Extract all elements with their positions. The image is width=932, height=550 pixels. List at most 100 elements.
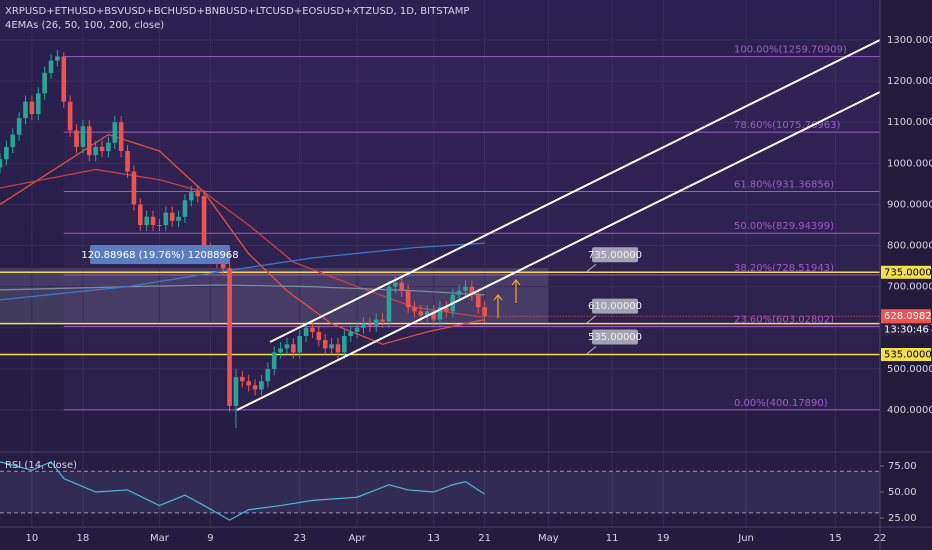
candle-body <box>259 381 264 390</box>
candle-body <box>189 192 194 201</box>
candle-body <box>61 56 67 102</box>
rsi-line <box>0 461 485 521</box>
countdown-label: 13:30:46 <box>884 325 929 336</box>
candle-body <box>150 216 156 225</box>
candle-body <box>35 93 41 115</box>
x-tick-label: 9 <box>207 533 213 544</box>
fib-label: 38.20%(728.51943) <box>734 263 834 274</box>
candle-body <box>361 323 366 328</box>
candle-body <box>67 101 73 131</box>
candle-body <box>367 323 373 326</box>
y-tick-label: 700.00000 <box>887 282 932 293</box>
y-tick-label: 400.00000 <box>887 405 932 416</box>
x-tick-label: 23 <box>293 533 306 544</box>
callout-label: 535.00000 <box>588 332 642 343</box>
candle-body <box>246 381 251 386</box>
x-tick-label: 11 <box>606 533 619 544</box>
ema-line <box>0 168 485 319</box>
candle-body <box>48 60 54 73</box>
candle-body <box>195 192 200 197</box>
candle-body <box>106 142 111 152</box>
fib-label: 78.60%(1075.76963) <box>734 120 840 131</box>
chart-title: XRPUSD+ETHUSD+BSVUSD+BCHUSD+BNBUSD+LTCUS… <box>5 6 469 17</box>
arrow <box>511 279 521 303</box>
callout-label: 735.00000 <box>588 250 642 261</box>
candle-body <box>469 286 475 295</box>
candle-body <box>291 344 296 353</box>
candle-body <box>201 196 207 250</box>
candle-body <box>431 311 436 320</box>
candle-body <box>386 286 392 322</box>
candle-body <box>456 290 462 295</box>
candle-body <box>380 319 385 322</box>
callout-box <box>592 247 638 263</box>
channel-lower <box>236 91 881 411</box>
arrow <box>493 294 503 318</box>
candle-body <box>227 268 232 406</box>
candle-body <box>80 126 86 147</box>
candle-body <box>0 159 3 168</box>
candle-body <box>475 294 481 308</box>
x-tick-label: 19 <box>657 533 670 544</box>
candle-body <box>157 225 162 226</box>
rsi-tick-label: 75.00 <box>888 461 917 472</box>
candle-body <box>424 311 430 316</box>
candle-body <box>29 101 35 115</box>
candle-body <box>10 134 16 147</box>
candle-body <box>271 352 277 369</box>
candle-body <box>23 101 28 119</box>
candle-body <box>137 204 143 225</box>
plot: 100.00%(1259.70909) 78.60%(1075.76963) 61.… <box>0 0 881 527</box>
measure-label: 120.88968 (19.76%) 12088968 <box>81 250 238 261</box>
candle-body <box>144 216 149 225</box>
candle-body <box>348 331 354 336</box>
price-tag <box>881 309 931 324</box>
ema-line <box>0 133 485 345</box>
ema-line <box>0 284 485 296</box>
y-tick-label: 1200.00000 <box>887 76 932 87</box>
candle-body <box>303 327 309 336</box>
x-tick-label: May <box>538 533 559 544</box>
candle-body <box>220 261 226 269</box>
callout-pointer <box>585 315 597 325</box>
countdown-tag <box>881 323 931 337</box>
candle-body <box>316 331 322 341</box>
candle-body <box>482 307 487 317</box>
fib-label: 61.80%(931.36856) <box>734 180 834 191</box>
candle-body <box>412 307 417 312</box>
x-tick-label: Jun <box>737 533 754 544</box>
y-tick-label: 900.00000 <box>887 199 932 210</box>
candle-body <box>322 340 328 349</box>
range-shade <box>0 268 548 324</box>
candle-body <box>252 385 258 390</box>
level-tag <box>881 265 931 279</box>
candle-body <box>265 368 271 382</box>
x-tick-label: Mar <box>150 533 170 544</box>
candle-body <box>182 200 188 217</box>
candle-body <box>437 307 443 320</box>
candle-body <box>233 377 239 406</box>
fib-label: 50.00%(829.94399) <box>734 221 834 232</box>
candle-body <box>278 348 283 353</box>
fib-label: 23.60%(603.02802) <box>734 315 834 326</box>
x-tick-label: 18 <box>77 533 90 544</box>
candle-body <box>4 146 9 160</box>
candle-body <box>463 286 468 291</box>
y-tick-label: 1300.00000 <box>887 35 932 46</box>
level-tag-label: 535.00000 <box>884 349 932 360</box>
indicator-legend: 4EMAs (26, 50, 100, 200, close) <box>5 20 164 31</box>
x-tick-label: 10 <box>26 533 39 544</box>
y-tick-label: 1100.00000 <box>887 117 932 128</box>
candle-body <box>55 56 60 61</box>
x-tick-label: 13 <box>427 533 440 544</box>
candle-body <box>42 72 47 94</box>
candle-body <box>176 216 181 221</box>
candle-body <box>86 126 92 156</box>
candle-body <box>131 171 137 205</box>
x-tick-label: Apr <box>348 533 366 544</box>
rsi-tick-label: 50.00 <box>888 487 917 498</box>
candle-body <box>112 122 118 143</box>
fib-label: 0.00%(400.17890) <box>734 398 828 409</box>
candle-body <box>284 344 290 349</box>
